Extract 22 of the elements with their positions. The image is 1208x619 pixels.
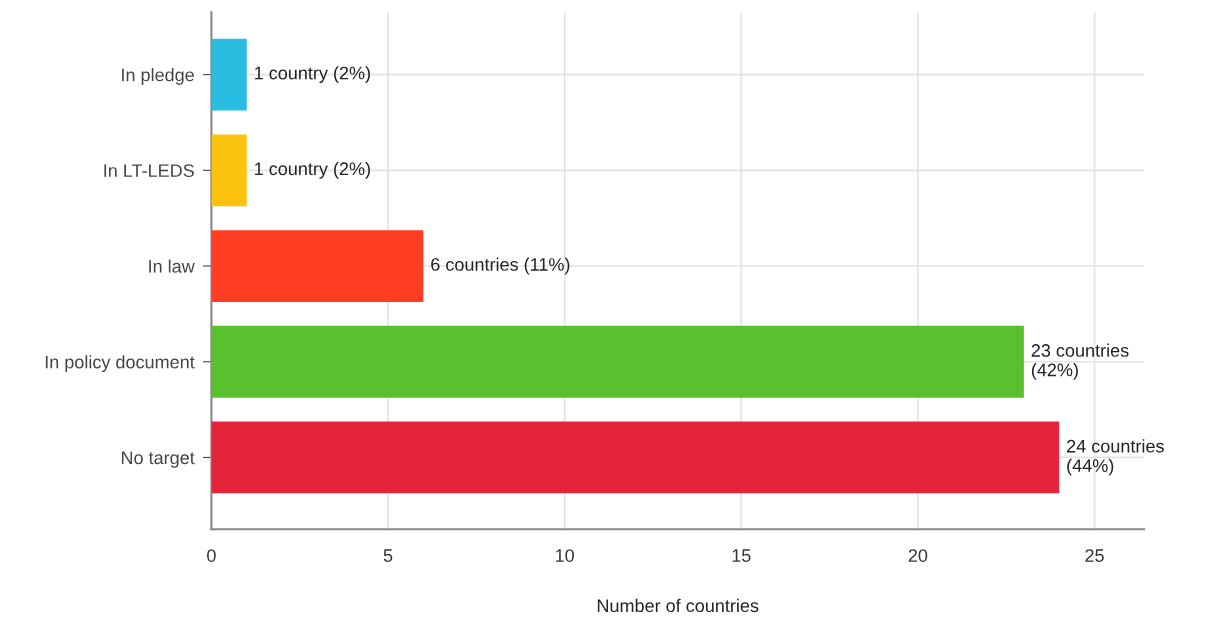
y-tick-label: In LT-LEDS: [104, 164, 194, 178]
y-tick-label: No target: [121, 451, 195, 468]
data-label: 1 country (2%): [255, 66, 370, 84]
x-tick-label: 0: [207, 549, 216, 562]
x-axis-title: Number of countries: [597, 598, 759, 613]
data-label: 24 countries (44%): [1067, 439, 1164, 476]
bar: [211, 325, 1024, 398]
x-tick-label: 10: [555, 549, 574, 562]
data-label: 23 countries (42%): [1031, 343, 1129, 380]
x-tick-label: 15: [732, 549, 751, 562]
y-tick-label: In policy document: [45, 355, 195, 373]
bar: [211, 421, 1060, 494]
y-tick-label: In pledge: [122, 68, 194, 85]
bar: [211, 38, 247, 111]
bar: [211, 134, 247, 207]
x-tick-label: 20: [908, 549, 928, 562]
data-label: 6 countries (11%): [431, 257, 570, 275]
x-tick-label: 25: [1085, 549, 1104, 562]
y-tick-label: In law: [149, 259, 195, 273]
data-label: 1 country (2%): [255, 161, 370, 179]
x-tick-label: 5: [383, 549, 393, 562]
bar: [211, 230, 424, 302]
